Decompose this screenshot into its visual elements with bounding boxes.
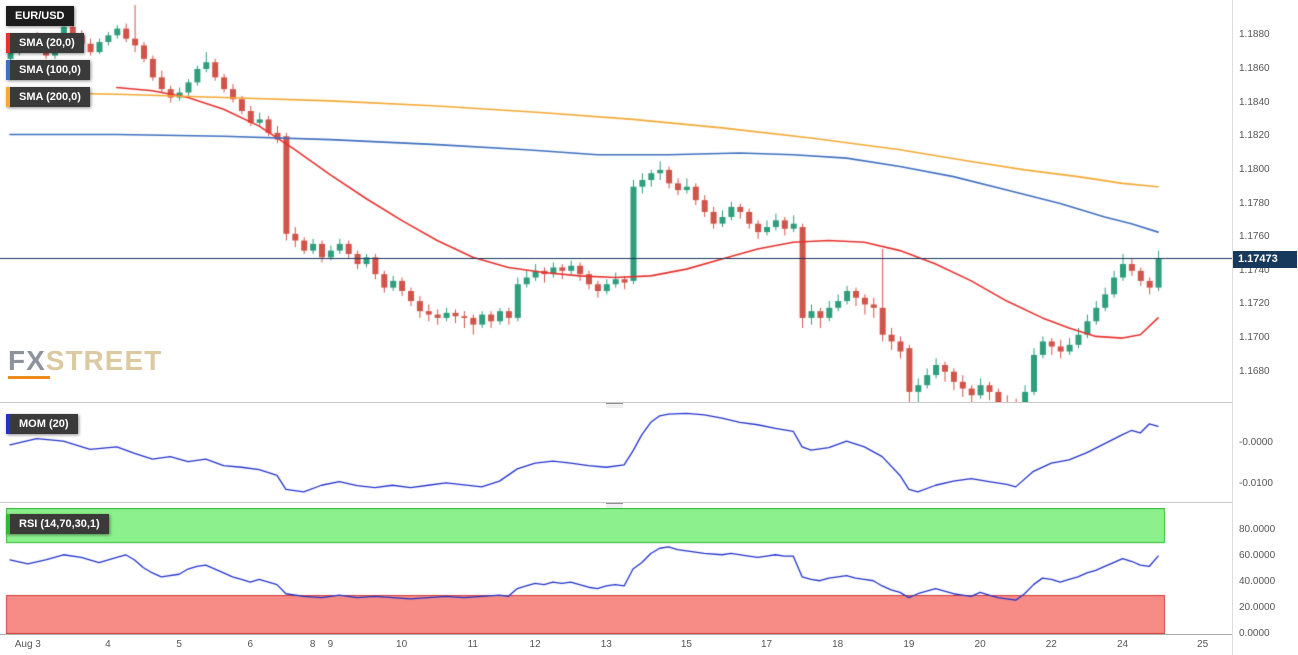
x-axis-tick-label: 9	[327, 639, 334, 650]
y-axis-tick-label: 80.0000	[1239, 524, 1276, 536]
y-axis-tick-label: 0.0000	[1239, 628, 1270, 639]
sma200-badge[interactable]: SMA (200,0)	[6, 87, 90, 107]
y-axis-tick-label: 1.1800	[1239, 163, 1270, 175]
watermark-fx-text: FX	[8, 345, 46, 376]
y-axis-tick-label: 1.1720	[1239, 298, 1270, 310]
y-axis-tick-label: 1.1860	[1239, 62, 1270, 74]
y-axis-tick-label: 20.0000	[1239, 602, 1276, 614]
price-panel[interactable]: EUR/USD SMA (20,0) SMA (100,0) SMA (200,…	[0, 0, 1232, 402]
momentum-panel[interactable]: MOM (20)	[0, 408, 1232, 502]
x-axis-tick-label: 11	[467, 639, 478, 650]
x-axis-tick-label: 4	[105, 639, 111, 650]
rsi-panel[interactable]: RSI (14,70,30,1)	[0, 508, 1232, 634]
y-axis-tick-label: 1.1680	[1239, 365, 1270, 377]
y-axis-tick-label: 1.1740	[1239, 264, 1270, 276]
y-axis-tick-label: -0.0000	[1239, 436, 1273, 448]
x-axis[interactable]: Aug 3 4 5 6 8 9 10 11 12 13 15 17 18 19 20 22 24 25	[0, 634, 1232, 655]
sma20-badge[interactable]: SMA (20,0)	[6, 33, 84, 53]
y-axis-tick-label: 60.0000	[1239, 550, 1276, 562]
x-axis-tick-label: 15	[680, 639, 692, 650]
x-axis-tick-label: 6	[247, 639, 254, 650]
y-axis-tick-label: 1.1760	[1239, 231, 1270, 243]
last-price-badge: 1.17473	[1233, 250, 1297, 268]
rsi-badge[interactable]: RSI (14,70,30,1)	[6, 514, 109, 534]
x-axis-tick-label: 13	[600, 639, 612, 650]
fxstreet-watermark: FXSTREET	[8, 345, 163, 379]
watermark-underline	[8, 376, 50, 379]
symbol-badge[interactable]: EUR/USD	[6, 6, 74, 26]
x-axis-tick-label: 25	[1197, 639, 1209, 650]
watermark-street-text: STREET	[45, 345, 163, 376]
x-axis-tick-label: 20	[974, 639, 986, 650]
y-axis-tick-label: 40.0000	[1239, 576, 1276, 588]
mom-badge[interactable]: MOM (20)	[6, 414, 78, 434]
x-axis-tick-label: 12	[529, 639, 541, 650]
y-axis-tick-label: 1.1840	[1239, 96, 1270, 108]
x-axis-tick-label: 10	[396, 639, 408, 650]
y-axis-tick-label: 1.1880	[1239, 29, 1270, 41]
price-chart-canvas[interactable]	[0, 0, 1232, 402]
x-axis-tick-label: 24	[1116, 639, 1129, 650]
rsi-chart-canvas[interactable]	[0, 508, 1232, 634]
y-axis-tick-label: 1.1700	[1239, 332, 1270, 344]
y-axis-tick-label: 1.1780	[1239, 197, 1270, 209]
x-axis-tick-label: 5	[176, 639, 182, 650]
y-axis-strip[interactable]: 1.17473 1.1880 1.1860 1.1840 1.1820 1.1800 1.…	[1232, 0, 1298, 655]
y-axis-tick-label: 1.1820	[1239, 130, 1270, 142]
plots-column: EUR/USD SMA (20,0) SMA (100,0) SMA (200,…	[0, 0, 1232, 655]
x-axis-tick-label: Aug 3	[14, 639, 41, 650]
x-axis-tick-label: 18	[832, 639, 844, 650]
x-axis-tick-label: 8	[309, 639, 316, 650]
y-axis-tick-label: -0.0100	[1239, 477, 1273, 489]
x-axis-tick-label: 22	[1045, 639, 1057, 650]
x-axis-tick-label: 19	[903, 639, 915, 650]
sma100-badge[interactable]: SMA (100,0)	[6, 60, 90, 80]
momentum-chart-canvas[interactable]	[0, 408, 1232, 502]
x-axis-tick-label: 17	[760, 639, 773, 650]
